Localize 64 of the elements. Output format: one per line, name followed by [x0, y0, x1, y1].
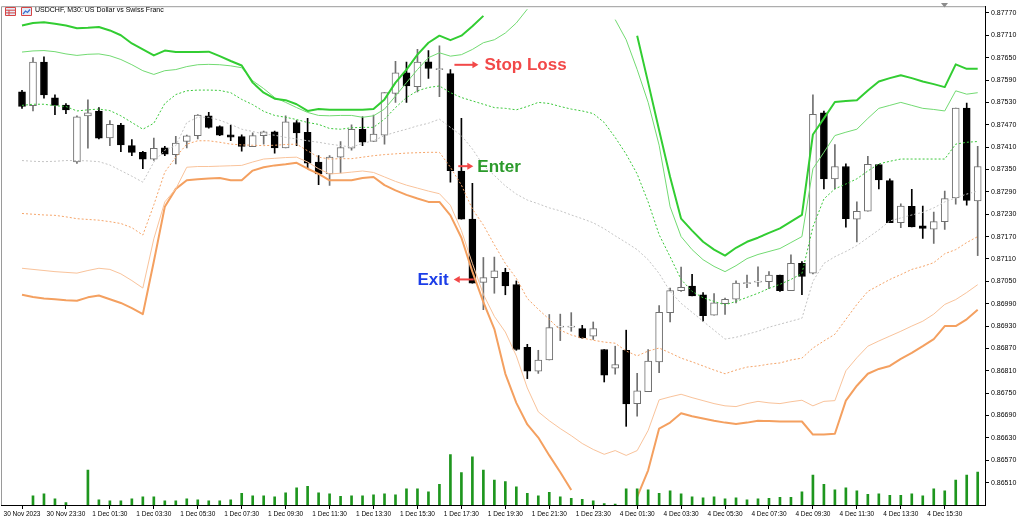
bar: [921, 495, 925, 505]
bar: [932, 488, 936, 505]
bar: [427, 491, 430, 505]
bar: [273, 496, 276, 505]
bar: [251, 495, 255, 505]
candlestick: [611, 345, 620, 375]
candlestick: [677, 266, 685, 292]
bar: [899, 495, 903, 505]
bar: [240, 493, 244, 505]
bar: [910, 493, 914, 505]
candlestick: [84, 99, 92, 149]
bar: [295, 487, 298, 505]
annotation: Enter: [477, 156, 522, 176]
annotation: Stop Loss: [484, 55, 567, 75]
candlestick: [754, 266, 762, 287]
bar: [229, 499, 233, 505]
bar: [317, 492, 320, 505]
bar: [943, 490, 947, 505]
bar: [580, 499, 584, 505]
bar: [976, 471, 980, 505]
candlestick: [918, 205, 927, 239]
bar: [558, 496, 562, 505]
candlestick: [853, 201, 861, 243]
bar: [350, 495, 353, 505]
bar: [152, 496, 156, 505]
bar: [965, 474, 969, 505]
bar: [536, 495, 540, 505]
bar: [405, 488, 408, 505]
bar: [591, 500, 595, 505]
bar: [328, 493, 331, 505]
bar: [438, 483, 441, 505]
bar: [306, 485, 309, 505]
bar: [515, 486, 518, 505]
bar: [624, 488, 628, 505]
bar: [185, 498, 189, 505]
bar: [383, 493, 386, 505]
candlestick: [567, 312, 576, 332]
bar: [361, 495, 364, 505]
bar: [207, 500, 211, 505]
bar: [262, 495, 265, 505]
candlestick: [556, 313, 565, 341]
candlestick: [929, 211, 938, 244]
bar: [569, 498, 573, 505]
bar: [460, 472, 463, 505]
bar: [372, 494, 375, 505]
bar: [339, 496, 342, 505]
bar: [449, 454, 452, 505]
bar: [416, 488, 419, 505]
bar: [284, 492, 287, 505]
bar: [504, 481, 507, 505]
bar: [888, 495, 892, 505]
bar: [394, 494, 397, 505]
bar: [482, 469, 485, 505]
bar: [196, 499, 200, 505]
bar: [471, 456, 474, 505]
bar: [547, 492, 551, 505]
annotation: Exit: [417, 270, 450, 290]
bar: [163, 500, 167, 505]
bar: [174, 500, 178, 505]
bar: [525, 493, 529, 505]
bar: [218, 500, 222, 505]
bar: [954, 479, 958, 505]
bar: [493, 479, 496, 505]
candlestick: [226, 124, 235, 142]
